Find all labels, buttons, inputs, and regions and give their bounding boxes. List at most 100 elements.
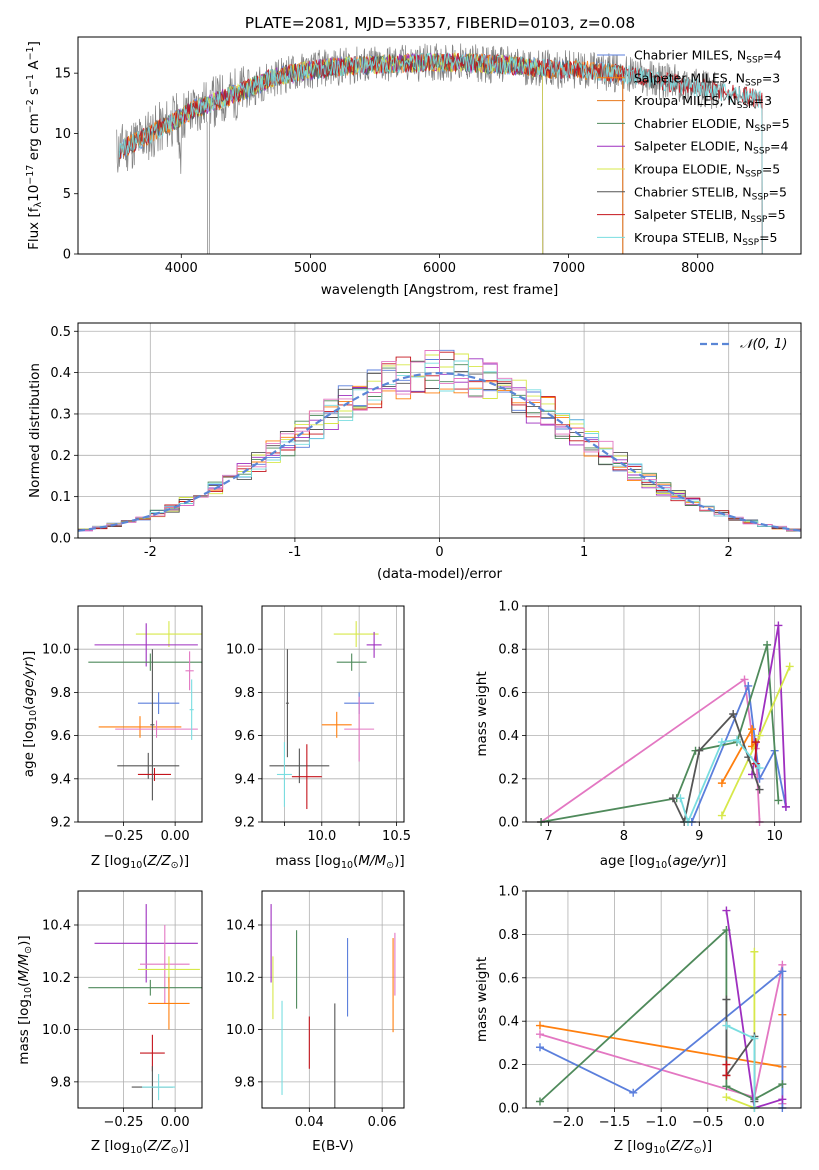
model-spectrum (168, 53, 544, 254)
weight-marker (535, 1021, 544, 1030)
weight-marker (722, 1082, 731, 1091)
legend-label-text: Chabrier ELODIE, N (634, 116, 754, 131)
legend-label-sub: SSP (746, 56, 763, 66)
legend-label-suffix: =4 (770, 139, 788, 154)
x-axis-label-part: )] (702, 1138, 713, 1154)
y-tick-label: 1.0 (498, 600, 519, 615)
y-axis-label-part: ⊙ (23, 946, 34, 954)
y-tick-label: 0 (63, 248, 71, 263)
weight-marker (778, 1095, 787, 1104)
gaussian-reference-curve (78, 371, 801, 532)
x-tick-label: 10 (766, 829, 783, 844)
x-tick-label: 0 (435, 545, 443, 560)
weight-marker (755, 774, 764, 783)
errorbar-points (269, 621, 382, 810)
weight-marker (781, 802, 790, 811)
legend-label: 𝒩(0, 1) (740, 337, 787, 352)
x-axis-label-part: ⊙ (171, 1145, 179, 1156)
legend-label: Kroupa STELIB, NSSP=5 (634, 230, 778, 248)
legend-label-text: Chabrier STELIB, N (634, 184, 752, 199)
figure-title: PLATE=2081, MJD=53357, FIBERID=0103, z=0… (245, 14, 635, 32)
y-axis-label-part: )] (16, 935, 32, 946)
weight-lines (537, 621, 794, 826)
x-axis-label-part: age [log (600, 853, 655, 869)
y-tick-label: 0.5 (50, 325, 71, 340)
y-tick-label: 9.8 (50, 686, 71, 701)
legend-label-text: Salpeter STELIB, N (634, 207, 750, 222)
x-tick-label: 0.00 (161, 1115, 190, 1130)
x-axis-label-part: ⊙ (171, 860, 179, 871)
legend-label-suffix: =5 (759, 230, 777, 245)
legend-label-sub: SSP (752, 192, 769, 202)
x-axis-label-part: 10 (655, 860, 667, 871)
y-tick-label: 0.4 (50, 366, 71, 381)
y-axis-label-part: ] (26, 41, 42, 46)
x-axis-label: age [log10(age/yr)] (600, 853, 726, 871)
y-axis-label: Normed distribution (27, 363, 43, 498)
x-axis-label: E(B-V) (312, 1138, 354, 1154)
weight-marker (722, 1093, 731, 1102)
weight-marker (750, 1034, 759, 1043)
x-axis-label-part: Z [log (91, 1138, 130, 1154)
y-tick-label: 9.8 (50, 1075, 71, 1090)
y-axis-label: Flux [fλ10−17 erg cm−2 s−1 A−1] (25, 41, 44, 250)
y-tick-label: 10.0 (42, 643, 71, 658)
weight-lines (535, 906, 787, 1112)
mass-weight-vs-metallicity-panel: −2.0 −1.5 −1.0 −0.5 0.0 0.0 0.2 0.4 0.6 0.8 1.0 Z [… (474, 885, 802, 1156)
legend-label-suffix: =3 (754, 93, 772, 108)
model-spectrum (118, 52, 624, 254)
x-tick-label: 10.5 (382, 829, 411, 844)
x-axis-label-part: 10 (341, 860, 353, 871)
y-axis-label-part: M/M (16, 953, 32, 981)
y-tick-label: 0.0 (50, 532, 71, 547)
y-tick-label: 10.0 (42, 1023, 71, 1038)
grid-lines (78, 891, 202, 1108)
x-axis-label-part: Z/Z (147, 1138, 172, 1154)
x-axis-label-part: ( (142, 853, 147, 869)
y-tick-label: 0.2 (498, 1058, 519, 1073)
weight-line (721, 725, 757, 784)
weight-marker (748, 725, 757, 734)
y-tick-label: 10.0 (226, 643, 255, 658)
x-axis-label-part: ( (142, 1138, 147, 1154)
y-tick-label: 0.1 (50, 490, 71, 505)
legend-label: Kroupa MILES, NSSP=3 (634, 93, 772, 111)
x-tick-label: 0.0 (744, 1115, 765, 1130)
legend-label-sub: SSP (745, 78, 762, 88)
weight-marker (629, 1088, 638, 1097)
y-tick-label: 9.8 (234, 686, 255, 701)
residual-histogram-panel: -2 -1 0 1 2 0.0 0.1 0.2 0.3 0.4 0.5 𝒩(0, 1) (data-mo… (27, 322, 802, 582)
y-tick-label: 0.4 (498, 729, 519, 744)
weight-marker (755, 731, 764, 740)
y-tick-label: 0.2 (50, 449, 71, 464)
y-tick-label: 15 (54, 67, 71, 82)
y-axis-label-part: Flux [f (26, 206, 42, 250)
y-tick-label: 9.6 (50, 729, 71, 744)
y-tick-label: 10.4 (226, 918, 255, 933)
x-tick-label: 2 (725, 545, 733, 560)
y-tick-label: 9.2 (234, 816, 255, 831)
legend-label-text: Kroupa STELIB, N (634, 230, 742, 245)
legend-label-sub: SSP (742, 238, 759, 248)
weight-line (540, 677, 761, 823)
legend-label-sub: SSP (753, 147, 770, 157)
x-tick-label: 0.04 (295, 1115, 324, 1130)
weight-marker (668, 794, 677, 803)
grid-lines (262, 891, 404, 1108)
weight-marker (785, 662, 794, 671)
weight-line (539, 969, 784, 1108)
weight-marker (676, 794, 685, 803)
y-tick-label: 0.8 (498, 643, 519, 658)
legend-label-suffix: =5 (762, 162, 780, 177)
legend-label: Chabrier MILES, NSSP=4 (634, 48, 782, 66)
y-axis-label-part: −17 (25, 165, 36, 185)
legend-label-suffix: =5 (769, 184, 787, 199)
y-axis-label-part: −1 (25, 74, 36, 88)
x-axis-label: Z [log10(Z/Z⊙)] (91, 1138, 189, 1156)
x-axis-label-part: ⊙ (694, 1145, 702, 1156)
y-tick-label: 9.4 (234, 772, 255, 787)
y-tick-label: 0.6 (498, 686, 519, 701)
y-axis-label-part: λ (33, 202, 44, 208)
x-axis-label: Z [log10(Z/Z⊙)] (91, 853, 189, 871)
x-tick-label: −0.25 (104, 829, 144, 844)
